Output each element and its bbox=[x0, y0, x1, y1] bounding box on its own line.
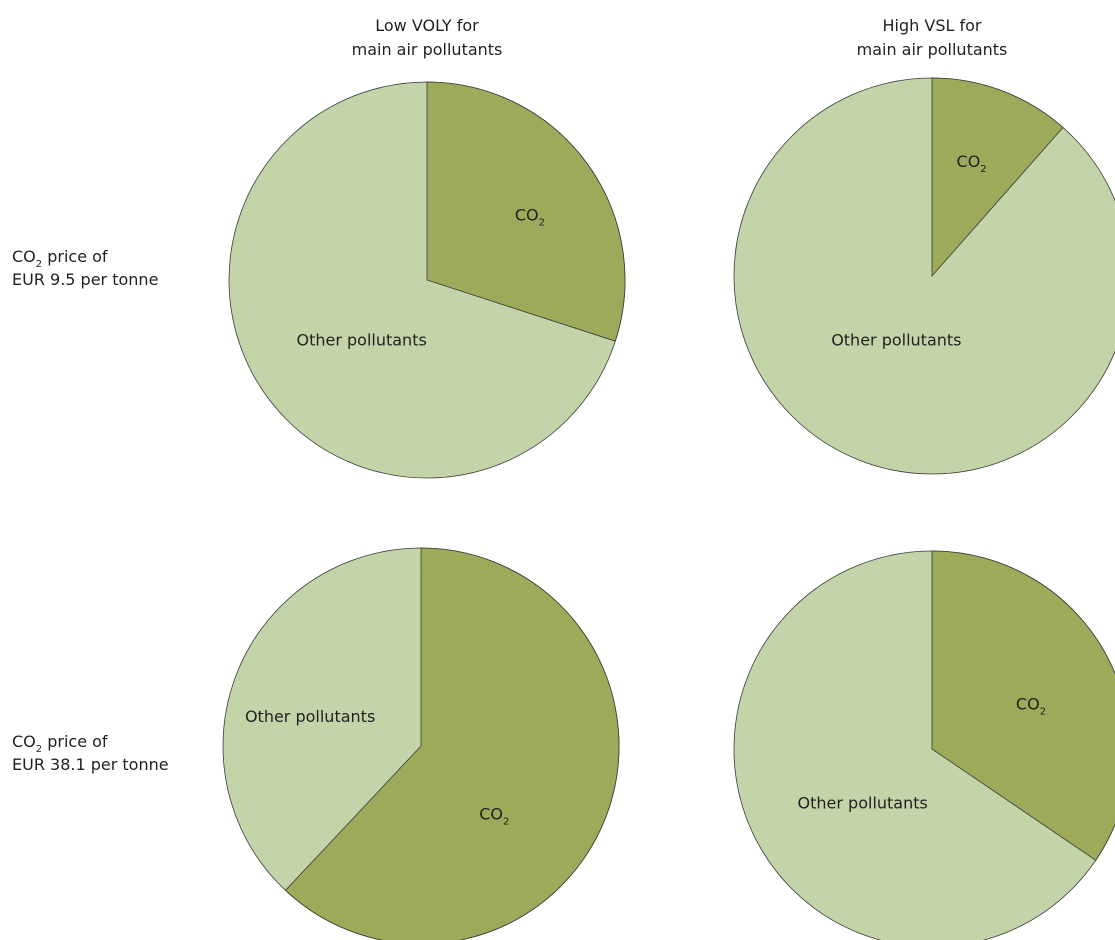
slice-label-co2: CO2 bbox=[1016, 694, 1046, 717]
column-header-high-vsl-line1: High VSL for bbox=[883, 16, 982, 35]
slice-label-co2: CO2 bbox=[515, 206, 545, 229]
pie-1: CO2 Other pollutants bbox=[228, 81, 626, 479]
slice-label-co2: CO2 bbox=[957, 152, 987, 175]
row-label-eur-38-1: EUR 38.1 per tonne bbox=[12, 755, 169, 774]
slice-label-other-pollutants: Other pollutants bbox=[296, 330, 426, 349]
slice-label-other-pollutants: Other pollutants bbox=[831, 330, 961, 349]
column-header-low-voly-line2: main air pollutants bbox=[352, 40, 503, 59]
column-header-low-voly-line1: Low VOLY for bbox=[375, 16, 479, 35]
row-label-co2-price-9-5: CO2 price of bbox=[12, 247, 108, 270]
slice-other-pollutants bbox=[733, 77, 1115, 475]
slice-label-other-pollutants: Other pollutants bbox=[245, 707, 375, 726]
slice-label-co2: CO2 bbox=[479, 804, 509, 827]
slice-co2 bbox=[284, 547, 620, 940]
column-header-high-vsl-line2: main air pollutants bbox=[857, 40, 1008, 59]
row-label-rest: price of bbox=[42, 247, 108, 266]
slice-label-other-pollutants: Other pollutants bbox=[798, 793, 928, 812]
slice-co2 bbox=[426, 81, 626, 342]
row-label-co2-price-38-1: CO2 price of bbox=[12, 732, 108, 755]
slice-co2 bbox=[931, 550, 1115, 861]
pie-3: CO2 Other pollutants bbox=[222, 547, 620, 940]
row-label-co: CO bbox=[12, 247, 36, 266]
row-label-rest: price of bbox=[42, 732, 108, 751]
row-label-co: CO bbox=[12, 732, 36, 751]
pie-4: CO2 Other pollutants bbox=[733, 550, 1115, 940]
slice-co2 bbox=[931, 77, 1064, 278]
pie-2: CO2 Other pollutants bbox=[733, 77, 1115, 475]
row-label-subscript: 2 bbox=[36, 744, 42, 755]
row-label-eur-9-5: EUR 9.5 per tonne bbox=[12, 270, 158, 289]
row-label-subscript: 2 bbox=[36, 259, 42, 270]
